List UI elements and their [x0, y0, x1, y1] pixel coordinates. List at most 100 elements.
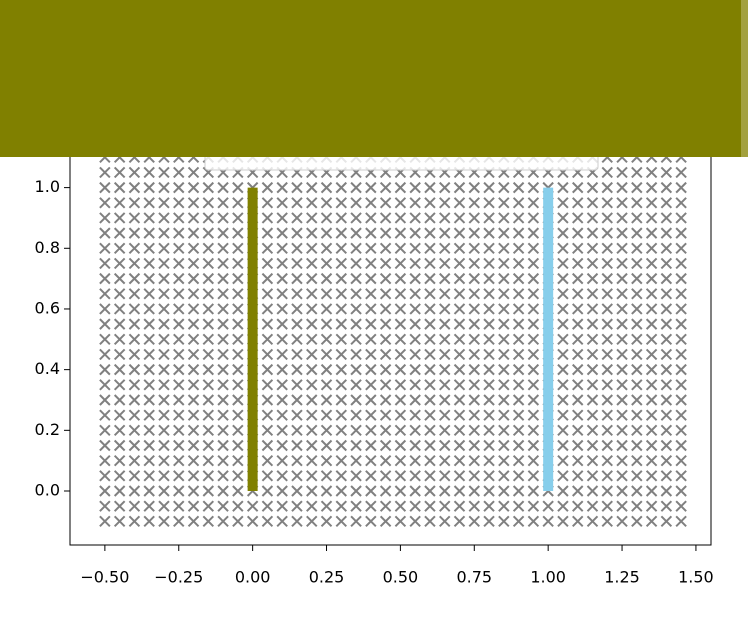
- marker: [468, 181, 480, 194]
- marker: [379, 515, 392, 528]
- marker: [113, 409, 126, 421]
- marker: [601, 379, 613, 391]
- marker: [320, 485, 333, 497]
- marker: [512, 257, 525, 270]
- marker: [468, 409, 480, 421]
- y-tick-label: 0.4: [35, 359, 60, 378]
- marker: [379, 424, 392, 437]
- marker: [645, 197, 658, 209]
- marker: [306, 439, 318, 452]
- marker: [527, 424, 540, 437]
- marker: [113, 333, 126, 346]
- marker: [394, 333, 407, 346]
- marker: [143, 272, 155, 285]
- marker: [113, 288, 126, 300]
- marker: [291, 363, 303, 376]
- marker: [187, 409, 200, 421]
- marker: [173, 181, 185, 194]
- marker: [335, 197, 348, 209]
- marker: [143, 439, 155, 452]
- marker: [128, 333, 141, 346]
- marker: [365, 333, 377, 346]
- marker: [572, 257, 584, 270]
- marker: [586, 470, 599, 482]
- marker: [394, 257, 407, 270]
- marker: [409, 500, 421, 512]
- marker: [586, 394, 599, 406]
- marker: [645, 394, 658, 406]
- marker: [616, 181, 628, 194]
- marker: [379, 288, 392, 300]
- marker: [276, 439, 288, 452]
- marker: [616, 394, 628, 406]
- marker: [335, 485, 348, 497]
- marker: [483, 227, 495, 239]
- marker: [616, 166, 628, 179]
- marker: [113, 227, 126, 239]
- marker: [128, 394, 141, 406]
- marker: [187, 303, 200, 315]
- marker: [675, 242, 687, 254]
- marker: [483, 212, 495, 224]
- marker: [365, 379, 377, 391]
- marker: [616, 379, 628, 391]
- marker: [631, 500, 643, 512]
- marker: [365, 348, 377, 361]
- marker: [99, 348, 111, 361]
- marker: [379, 303, 392, 315]
- marker: [601, 348, 613, 361]
- marker: [631, 379, 643, 391]
- marker: [173, 318, 185, 330]
- marker: [424, 394, 436, 406]
- marker: [660, 242, 673, 254]
- marker: [453, 227, 466, 239]
- marker: [557, 288, 569, 300]
- marker: [113, 303, 126, 315]
- marker: [365, 363, 377, 376]
- marker: [483, 257, 495, 270]
- marker: [350, 212, 362, 224]
- marker: [202, 288, 215, 300]
- marker: [217, 242, 229, 254]
- marker: [439, 424, 451, 437]
- marker: [468, 212, 480, 224]
- marker: [601, 242, 613, 254]
- marker: [187, 212, 200, 224]
- marker: [616, 348, 628, 361]
- marker: [173, 257, 185, 270]
- x-tick-label: 0.75: [456, 568, 492, 587]
- marker: [350, 409, 362, 421]
- marker: [320, 439, 333, 452]
- marker: [158, 197, 170, 209]
- marker: [276, 181, 288, 194]
- marker: [99, 288, 111, 300]
- marker: [365, 454, 377, 467]
- marker: [616, 515, 628, 528]
- marker: [645, 257, 658, 270]
- marker: [335, 333, 348, 346]
- marker: [335, 409, 348, 421]
- marker: [306, 257, 318, 270]
- marker: [261, 333, 274, 346]
- marker: [320, 272, 333, 285]
- marker: [217, 454, 229, 467]
- marker: [616, 409, 628, 421]
- marker: [527, 242, 540, 254]
- marker: [572, 515, 584, 528]
- marker: [394, 470, 407, 482]
- marker: [409, 515, 421, 528]
- marker: [483, 272, 495, 285]
- marker: [365, 197, 377, 209]
- marker: [439, 181, 451, 194]
- marker: [128, 227, 141, 239]
- marker: [113, 470, 126, 482]
- marker: [365, 470, 377, 482]
- marker: [217, 515, 229, 528]
- marker: [379, 227, 392, 239]
- marker: [645, 454, 658, 467]
- marker: [586, 212, 599, 224]
- marker: [291, 439, 303, 452]
- marker: [498, 500, 510, 512]
- marker: [424, 333, 436, 346]
- marker: [143, 318, 155, 330]
